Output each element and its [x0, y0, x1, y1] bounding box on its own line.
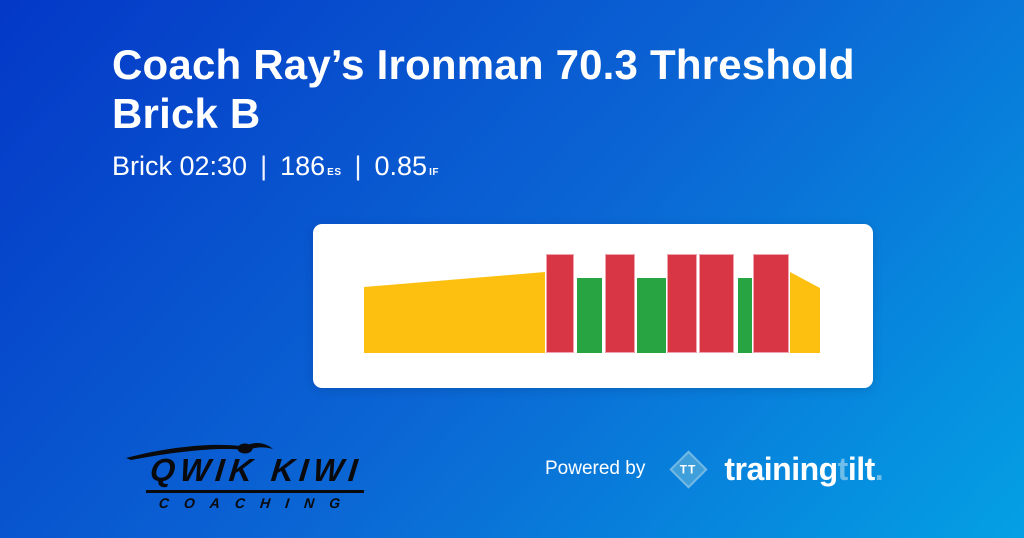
- workout-duration: Brick 02:30: [112, 151, 248, 181]
- es-unit: ES: [327, 167, 342, 178]
- tt-monogram: TT: [680, 461, 698, 476]
- chart-segment-cooldown: [790, 272, 820, 353]
- chart-segment-work: [699, 254, 734, 353]
- page-title-line2: Brick B: [112, 90, 261, 137]
- trainingtilt-wordmark: trainingtilt.: [724, 451, 883, 488]
- chart-segment-work: [667, 254, 697, 353]
- kiwi-swoosh-icon: [126, 443, 273, 460]
- wordmark-training: training: [724, 450, 838, 487]
- page-title-line1: Coach Ray’s Ironman 70.3 Threshold: [112, 41, 855, 88]
- chart-segment-recovery: [577, 278, 602, 353]
- chart-segment-work: [605, 254, 635, 353]
- chart-segment-recovery: [738, 278, 752, 353]
- if-value: 0.85: [374, 151, 428, 181]
- wordmark-period: .: [874, 450, 884, 487]
- powered-by-section: Powered by TT trainingtilt.: [545, 444, 884, 494]
- if-unit: IF: [429, 167, 439, 178]
- chart-segment-work: [753, 254, 789, 353]
- coach-logo-name: QWIK KIWI: [145, 452, 369, 493]
- es-value: 186: [280, 151, 326, 181]
- workout-summary: Brick 02:30 | 186 ES | 0.85 IF: [112, 151, 855, 182]
- chart-segment-work: [546, 254, 574, 353]
- separator: |: [260, 151, 268, 181]
- workout-chart-card: [313, 224, 873, 388]
- wordmark-ilt: ilt: [847, 450, 875, 487]
- chart-segment-recovery: [637, 278, 666, 353]
- workout-profile-chart: [364, 254, 820, 353]
- trainingtilt-diamond-icon: TT: [669, 449, 708, 489]
- header: Coach Ray’s Ironman 70.3 Threshold Brick…: [112, 40, 855, 182]
- powered-by-label: Powered by: [545, 458, 646, 479]
- coach-logo: QWIK KIWI COACHING: [126, 443, 369, 511]
- separator: |: [354, 151, 362, 181]
- wordmark-t-highlight: t: [837, 450, 849, 487]
- coach-logo-subtext: COACHING: [158, 495, 356, 511]
- chart-segment-warmup: [364, 272, 545, 353]
